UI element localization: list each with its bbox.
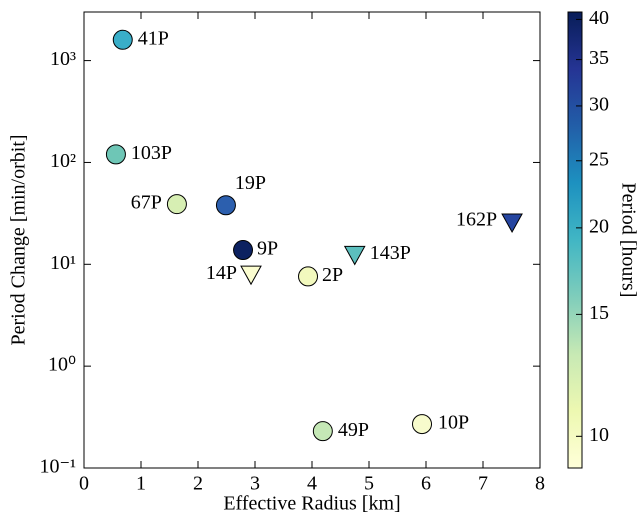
point-label: 103P xyxy=(131,142,172,164)
y-tick-label: 10² xyxy=(50,150,76,172)
triangle-marker xyxy=(240,265,262,286)
point-label: 9P xyxy=(257,238,278,260)
colorbar-tick-label: 40 xyxy=(589,7,609,29)
colorbar xyxy=(567,11,583,469)
colorbar-tick-label: 15 xyxy=(589,302,609,324)
point-label: 143P xyxy=(370,242,411,264)
x-tick-label: 2 xyxy=(193,473,203,495)
circle-marker xyxy=(105,144,126,165)
point-label: 19P xyxy=(235,172,266,194)
y-tick-label: 10⁰ xyxy=(48,354,76,376)
colorbar-tick-label: 20 xyxy=(589,215,609,237)
point-label: 2P xyxy=(322,264,343,286)
circle-marker xyxy=(298,266,319,287)
y-axis-label: Period Change [min/orbit] xyxy=(8,134,30,345)
circle-marker xyxy=(112,29,133,50)
y-tick-label: 10³ xyxy=(50,48,76,70)
point-label: 67P xyxy=(131,192,162,214)
triangle-marker xyxy=(343,245,366,266)
point-label: 14P xyxy=(206,262,237,284)
point-label: 162P xyxy=(456,209,497,231)
circle-marker xyxy=(166,194,187,215)
x-tick-label: 7 xyxy=(478,473,488,495)
x-tick-label: 6 xyxy=(421,473,431,495)
plot-frame xyxy=(83,11,541,469)
circle-marker xyxy=(233,240,254,261)
point-label: 41P xyxy=(138,27,169,49)
y-tick-label: 10¹ xyxy=(50,252,76,274)
colorbar-tick-label: 10 xyxy=(589,424,609,446)
point-label: 49P xyxy=(338,419,369,441)
colorbar-tick-label: 35 xyxy=(589,47,609,69)
x-axis-label: Effective Radius [km] xyxy=(223,493,400,515)
colorbar-tick-label: 25 xyxy=(589,148,609,170)
x-tick-label: 4 xyxy=(307,473,317,495)
x-tick-label: 8 xyxy=(535,473,545,495)
x-tick-label: 1 xyxy=(136,473,146,495)
colorbar-tick-label: 30 xyxy=(589,94,609,116)
x-tick-label: 0 xyxy=(79,473,89,495)
point-label: 10P xyxy=(438,412,469,434)
circle-marker xyxy=(312,421,333,442)
colorbar-label: Period [hours] xyxy=(617,183,639,298)
x-tick-label: 3 xyxy=(250,473,260,495)
x-tick-label: 5 xyxy=(364,473,374,495)
circle-marker xyxy=(412,414,433,435)
circle-marker xyxy=(215,195,236,216)
y-tick-label: 10⁻¹ xyxy=(39,456,76,478)
triangle-marker xyxy=(501,213,523,234)
